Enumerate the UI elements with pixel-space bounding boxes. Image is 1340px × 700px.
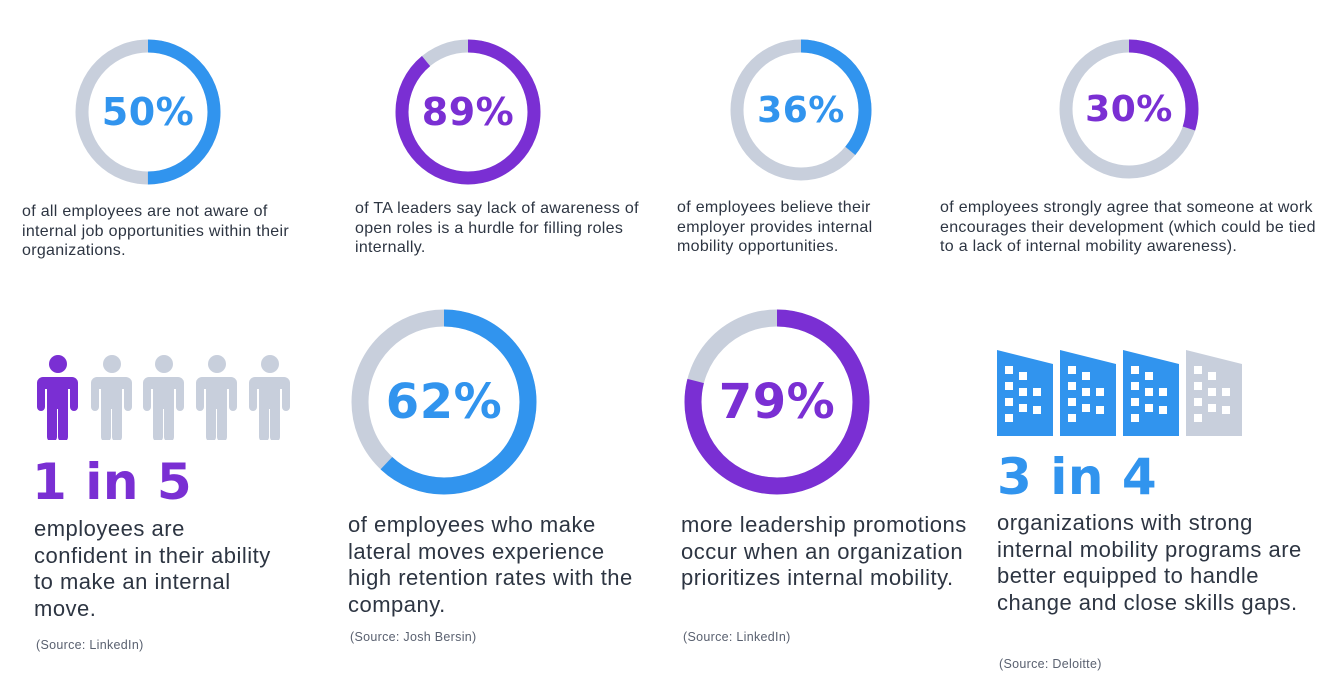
building-icon xyxy=(997,350,1053,436)
person-icon xyxy=(37,355,78,440)
stat-description: of employees believe their employer prov… xyxy=(677,199,873,255)
person-icon xyxy=(91,355,132,440)
stat-value: 62% xyxy=(385,374,503,430)
stat-description: of TA leaders say lack of awareness of o… xyxy=(355,200,639,256)
stat-value: 3 in 4 xyxy=(997,448,1158,506)
donut-36: 36% xyxy=(727,36,875,184)
stat-value: 79% xyxy=(718,374,836,430)
donut-89: 89% xyxy=(392,36,544,188)
stat-description: of all employees are not aware of intern… xyxy=(22,203,289,259)
stat-value: 50% xyxy=(101,90,195,134)
donut-79: 79% xyxy=(681,306,873,498)
building-icon xyxy=(1123,350,1179,436)
stat-description: organizations with strong internal mobil… xyxy=(997,510,1302,615)
stat-value: 89% xyxy=(421,90,515,134)
stat-value: 30% xyxy=(1085,88,1173,130)
stat-value: 1 in 5 xyxy=(32,453,193,511)
stat-description: of employees strongly agree that someone… xyxy=(940,199,1316,255)
source-note: (Source: Deloitte) xyxy=(999,657,1102,671)
source-note: (Source: Josh Bersin) xyxy=(350,630,477,644)
source-note: (Source: LinkedIn) xyxy=(683,630,791,644)
donut-62: 62% xyxy=(348,306,540,498)
stat-description: of employees who make lateral moves expe… xyxy=(348,512,633,617)
building-icon xyxy=(1186,350,1242,436)
person-icon xyxy=(143,355,184,440)
stat-value: 36% xyxy=(757,89,845,131)
donut-30: 30% xyxy=(1056,36,1202,182)
donut-50: 50% xyxy=(72,36,224,188)
source-note: (Source: LinkedIn) xyxy=(36,638,144,652)
person-icon xyxy=(196,355,237,440)
stat-description: employees are confident in their ability… xyxy=(34,516,271,621)
person-icon xyxy=(249,355,290,440)
stat-description: more leadership promotions occur when an… xyxy=(681,512,967,590)
building-icon xyxy=(1060,350,1116,436)
